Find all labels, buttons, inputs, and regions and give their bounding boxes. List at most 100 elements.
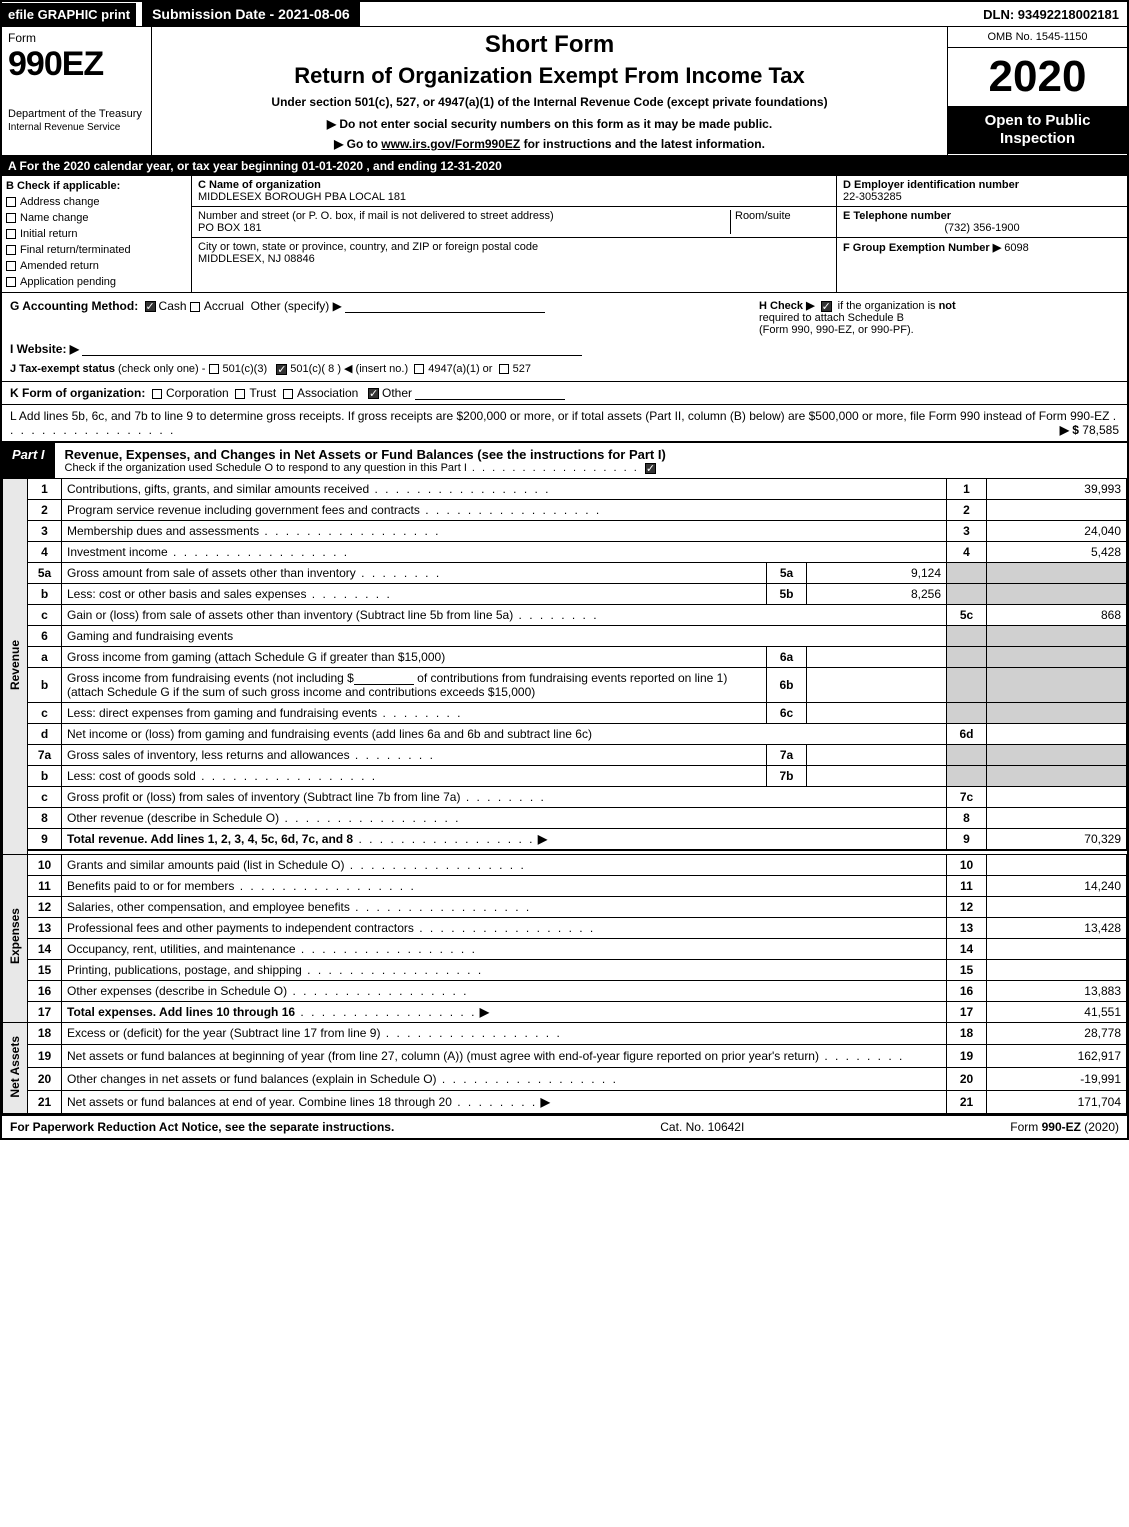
goto-link[interactable]: www.irs.gov/Form990EZ [381,137,520,151]
h-label: H Check ▶ [759,300,815,312]
c-name-block: C Name of organization MIDDLESEX BOROUGH… [192,176,836,207]
f-label: F Group Exemption Number ▶ [843,242,1001,254]
return-title: Return of Organization Exempt From Incom… [158,63,941,89]
chk-trust[interactable] [235,389,245,399]
d-block: D Employer identification number 22-3053… [837,176,1127,207]
line-21: 21Net assets or fund balances at end of … [3,1091,1127,1114]
chk-accrual[interactable] [190,302,200,312]
submission-date: Submission Date - 2021-08-06 [142,2,360,26]
revenue-tab: Revenue [3,479,28,855]
line-18: Net Assets 18Excess or (deficit) for the… [3,1022,1127,1045]
line-20: 20Other changes in net assets or fund ba… [3,1068,1127,1091]
line-15: 15Printing, publications, postage, and s… [3,959,1127,980]
line-6d: dNet income or (loss) from gaming and fu… [3,724,1127,745]
e-block: E Telephone number (732) 356-1900 [837,207,1127,238]
goto-line: ▶ Go to www.irs.gov/Form990EZ for instru… [158,137,941,151]
chk-other-org[interactable] [368,388,379,399]
telephone: (732) 356-1900 [843,222,1121,234]
chk-address-change[interactable]: Address change [6,196,187,208]
line-4: 4Investment income 45,428 [3,542,1127,563]
efile-label: efile GRAPHIC print [2,3,136,26]
j-line: J Tax-exempt status (check only one) - 5… [10,362,1119,375]
h-line: H Check ▶ if the organization is not req… [759,299,1119,336]
line-13: 13Professional fees and other payments t… [3,917,1127,938]
expenses-tab: Expenses [3,854,28,1022]
line-3: 3Membership dues and assessments 324,040 [3,521,1127,542]
chk-h[interactable] [821,301,832,312]
line-7c: cGross profit or (loss) from sales of in… [3,787,1127,808]
line-9: 9Total revenue. Add lines 1, 2, 3, 4, 5c… [3,829,1127,851]
open-to-public: Open to Public Inspection [948,106,1127,154]
city-block: City or town, state or province, country… [192,238,836,268]
room-label: Room/suite [735,210,791,222]
g-label: G Accounting Method: [10,299,138,313]
lines-table: Revenue 1 Contributions, gifts, grants, … [2,478,1127,1114]
group-exemption: 6098 [1004,242,1028,254]
chk-501c[interactable] [276,364,287,375]
line-5a: 5aGross amount from sale of assets other… [3,563,1127,584]
short-form-title: Short Form [158,31,941,59]
other-specify-input[interactable] [345,299,545,313]
header-left: Form 990EZ Department of the Treasury In… [2,27,152,155]
g-line: G Accounting Method: Cash Accrual Other … [10,299,759,336]
line-6: 6Gaming and fundraising events [3,626,1127,647]
e-label: E Telephone number [843,210,951,222]
k-line: K Form of organization: Corporation Trus… [2,382,1127,405]
line-6a: aGross income from gaming (attach Schedu… [3,647,1127,668]
street-block: Number and street (or P. O. box, if mail… [192,207,836,238]
header-mid: Short Form Return of Organization Exempt… [152,27,947,155]
b-column: B Check if applicable: Address change Na… [2,176,192,292]
line-5b: bLess: cost or other basis and sales exp… [3,584,1127,605]
goto-prefix: ▶ Go to [334,137,381,151]
website-input[interactable] [82,342,582,356]
c-column: C Name of organization MIDDLESEX BOROUGH… [192,176,837,292]
part1-header: Part I Revenue, Expenses, and Changes in… [2,443,1127,478]
omb-number: OMB No. 1545-1150 [948,27,1127,48]
form-word: Form [8,31,145,45]
chk-initial-return[interactable]: Initial return [6,228,187,240]
tax-year: 2020 [948,48,1127,106]
line-12: 12Salaries, other compensation, and empl… [3,896,1127,917]
city-val: MIDDLESEX, NJ 08846 [198,253,315,265]
line-16: 16Other expenses (describe in Schedule O… [3,980,1127,1001]
bcdef-block: B Check if applicable: Address change Na… [2,176,1127,293]
chk-name-change[interactable]: Name change [6,212,187,224]
topbar: efile GRAPHIC print Submission Date - 20… [2,2,1127,27]
chk-cash[interactable] [145,301,156,312]
chk-assoc[interactable] [283,389,293,399]
i-label: I Website: ▶ [10,342,79,356]
l-amount: 78,585 [1082,423,1119,437]
line-7b: bLess: cost of goods sold 7b [3,766,1127,787]
line-11: 11Benefits paid to or for members 1114,2… [3,875,1127,896]
form-container: efile GRAPHIC print Submission Date - 20… [0,0,1129,1140]
chk-final-return[interactable]: Final return/terminated [6,244,187,256]
line-19: 19Net assets or fund balances at beginni… [3,1045,1127,1068]
chk-527[interactable] [499,364,509,374]
chk-4947[interactable] [414,364,424,374]
chk-amended-return[interactable]: Amended return [6,260,187,272]
chk-corp[interactable] [152,389,162,399]
f-block: F Group Exemption Number ▶ 6098 [837,238,1127,257]
l-line: L Add lines 5b, 6c, and 7b to line 9 to … [2,405,1127,443]
chk-501c3[interactable] [209,364,219,374]
line-8: 8Other revenue (describe in Schedule O) … [3,808,1127,829]
ein: 22-3053285 [843,191,902,203]
line-14: 14Occupancy, rent, utilities, and mainte… [3,938,1127,959]
ghij-block: G Accounting Method: Cash Accrual Other … [2,293,1127,382]
department: Department of the Treasury [8,108,145,120]
under-section: Under section 501(c), 527, or 4947(a)(1)… [158,95,941,109]
b-heading: B Check if applicable: [6,180,187,192]
chk-schedule-o[interactable] [645,463,656,474]
footer-left: For Paperwork Reduction Act Notice, see … [10,1120,394,1134]
dln: DLN: 93492218002181 [975,3,1127,26]
k-label: K Form of organization: [10,386,145,400]
other-org-input[interactable] [415,386,565,400]
line-6c: cLess: direct expenses from gaming and f… [3,703,1127,724]
footer-center: Cat. No. 10642I [660,1120,744,1134]
header-right: OMB No. 1545-1150 2020 Open to Public In… [947,27,1127,155]
city-label: City or town, state or province, country… [198,241,538,253]
footer: For Paperwork Reduction Act Notice, see … [2,1114,1127,1138]
chk-application-pending[interactable]: Application pending [6,276,187,288]
line-2: 2Program service revenue including gover… [3,500,1127,521]
form-number: 990EZ [8,45,145,84]
